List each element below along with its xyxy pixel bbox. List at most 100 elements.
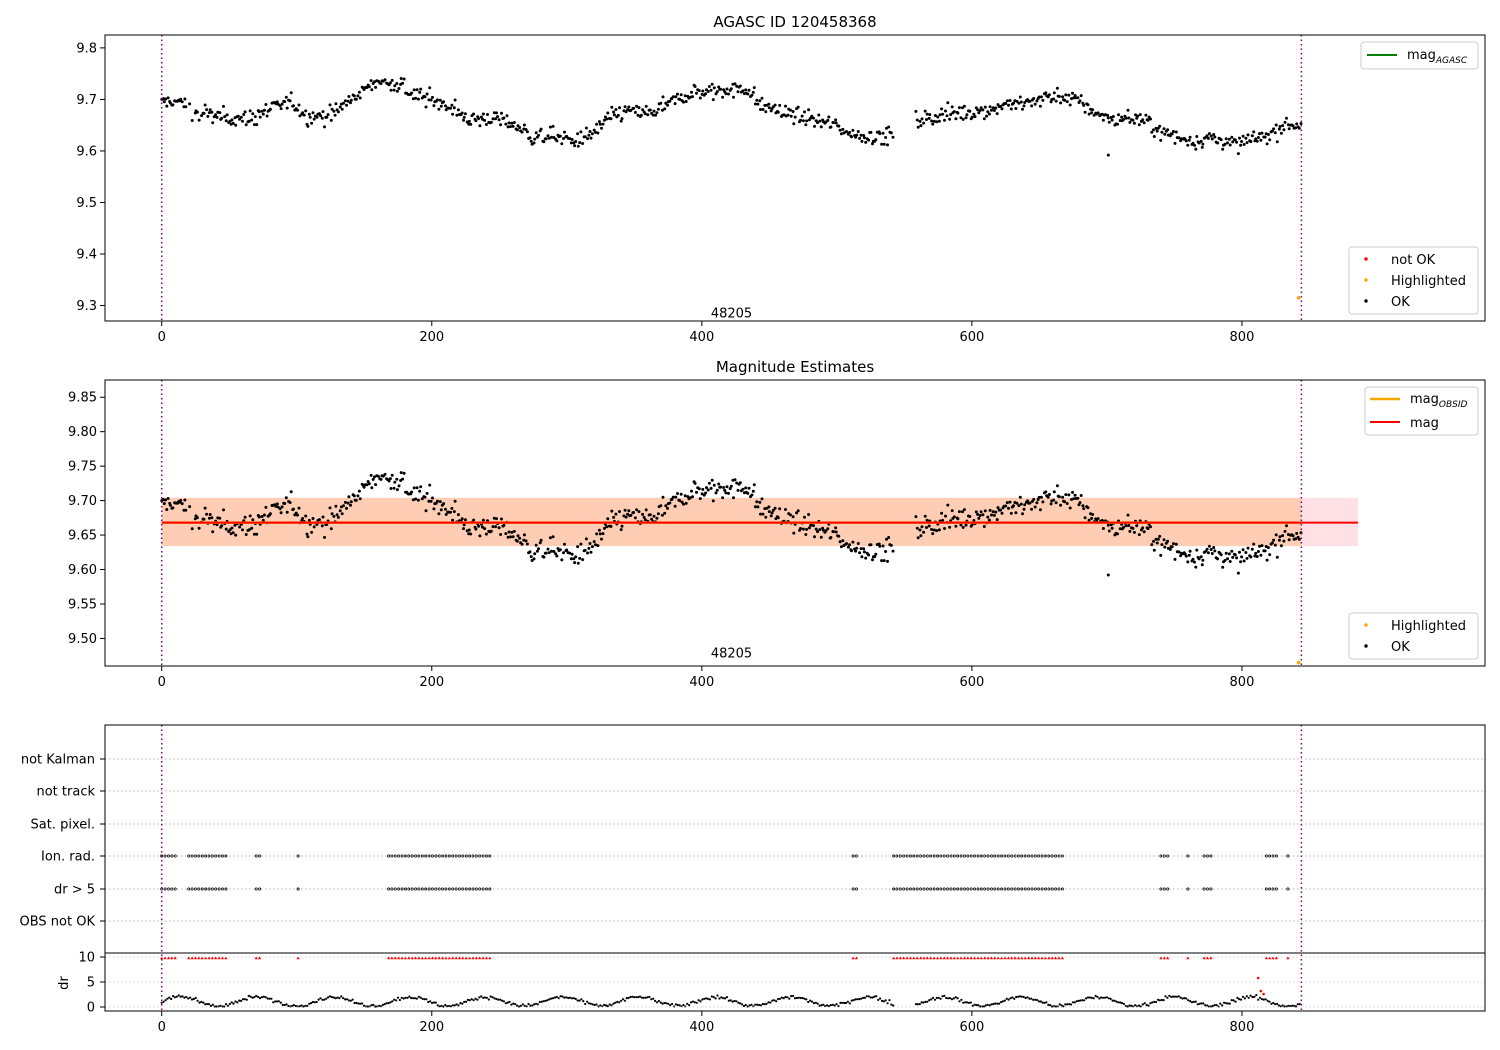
- ok-point: [349, 503, 352, 507]
- dr-point: [538, 1000, 541, 1004]
- ok-point: [1166, 539, 1170, 543]
- ok-point: [1052, 97, 1056, 101]
- ok-point: [1162, 127, 1166, 131]
- ok-point: [248, 514, 252, 518]
- ok-point: [335, 513, 339, 517]
- flag-marker: [167, 854, 170, 858]
- dr-point: [533, 1003, 536, 1006]
- dr-point: [482, 996, 485, 999]
- dr-point: [168, 996, 171, 999]
- ok-point: [683, 94, 687, 98]
- ok-point: [509, 125, 512, 129]
- dr-flag-marker: [200, 956, 204, 960]
- ok-point: [643, 518, 647, 522]
- dr-flag-marker: [1023, 956, 1027, 960]
- ok-point: [389, 487, 393, 490]
- ok-point: [358, 497, 362, 501]
- dr-point: [366, 1005, 369, 1008]
- dr-point: [1223, 1001, 1226, 1004]
- ok-point: [315, 115, 319, 119]
- dr-point: [627, 996, 630, 1000]
- ok-point: [251, 518, 255, 522]
- ok-point: [1259, 553, 1263, 557]
- dr-flag-marker: [478, 956, 482, 960]
- ok-point: [1150, 543, 1154, 547]
- ok-point: [714, 491, 718, 495]
- dr-point: [1168, 994, 1171, 997]
- ok-point: [837, 534, 841, 538]
- flag-marker: [1050, 854, 1054, 858]
- dr-point: [1037, 1000, 1040, 1003]
- ok-point: [511, 535, 515, 539]
- dr-point: [1024, 996, 1027, 1000]
- dr-point: [232, 1002, 235, 1005]
- ok-point: [1068, 103, 1072, 107]
- ok-point: [594, 543, 597, 547]
- dr-point: [504, 1002, 507, 1005]
- ok-point: [352, 94, 356, 98]
- ok-point: [824, 529, 828, 533]
- ok-point: [242, 113, 246, 116]
- ok-point: [371, 477, 375, 481]
- ok-point: [586, 137, 590, 141]
- dr-flag-marker: [193, 956, 198, 960]
- ok-point: [428, 483, 432, 487]
- legend-highlighted-label: Highlighted: [1391, 274, 1466, 289]
- ok-point: [812, 524, 815, 528]
- ok-point: [801, 119, 805, 123]
- ok-point: [1087, 112, 1091, 116]
- ok-point: [614, 108, 618, 111]
- ok-point: [1226, 141, 1229, 145]
- ok-point: [678, 97, 682, 101]
- dr-point: [241, 998, 245, 1001]
- dr-point: [716, 994, 719, 997]
- dr-point: [1141, 1003, 1144, 1006]
- y-tick-label: 9.70: [68, 494, 97, 509]
- ok-point: [297, 103, 301, 107]
- dr-flag-marker: [187, 956, 191, 960]
- ok-point: [818, 528, 822, 532]
- ok-point: [307, 518, 311, 522]
- ok-point: [588, 542, 592, 545]
- dr-point: [1124, 1004, 1127, 1008]
- ok-point: [280, 505, 284, 509]
- ok-point: [930, 528, 934, 531]
- dr-point: [969, 1001, 972, 1004]
- flag-marker: [194, 887, 197, 891]
- ok-point: [202, 111, 206, 115]
- ok-point: [483, 118, 487, 122]
- dr-point: [1034, 998, 1037, 1001]
- dr-point: [580, 998, 583, 1001]
- ok-point: [334, 504, 338, 508]
- ok-point: [1072, 497, 1076, 501]
- ok-point: [751, 90, 755, 94]
- flag-marker: [1033, 854, 1037, 858]
- ok-point: [323, 535, 326, 539]
- dr-point: [1211, 1004, 1214, 1008]
- ok-point: [1297, 126, 1301, 130]
- dr-point: [676, 1003, 679, 1007]
- dr-point: [1058, 1003, 1061, 1006]
- flag-marker: [1054, 887, 1058, 891]
- ok-point: [1017, 101, 1021, 105]
- ok-point: [618, 106, 621, 110]
- ok-point: [750, 93, 754, 97]
- ok-point: [935, 120, 939, 124]
- ok-point: [481, 525, 484, 529]
- dr-point: [1003, 999, 1006, 1002]
- dr-point: [361, 1002, 364, 1005]
- ok-point: [1116, 532, 1119, 536]
- dr-flag-marker: [966, 956, 970, 960]
- ok-point: [1291, 534, 1295, 538]
- ok-point: [1000, 107, 1004, 111]
- ok-point: [616, 113, 620, 117]
- ok-point: [973, 115, 977, 119]
- ok-point: [818, 119, 822, 123]
- ok-point: [1049, 100, 1053, 104]
- ok-point: [171, 506, 175, 510]
- ok-point: [709, 486, 713, 490]
- ok-point: [827, 115, 831, 119]
- ok-point: [614, 512, 618, 516]
- ok-point: [706, 90, 710, 93]
- ok-point: [1287, 538, 1291, 542]
